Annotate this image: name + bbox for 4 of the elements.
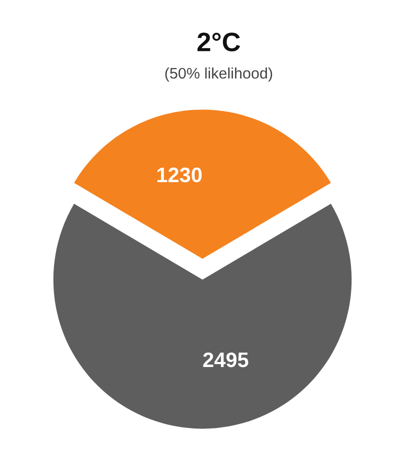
- chart-title: 2°C: [197, 32, 240, 52]
- chart-subtitle: (50% likelihood): [165, 67, 272, 82]
- data-label: 2495: [203, 352, 248, 368]
- data-label: 1230: [157, 168, 202, 182]
